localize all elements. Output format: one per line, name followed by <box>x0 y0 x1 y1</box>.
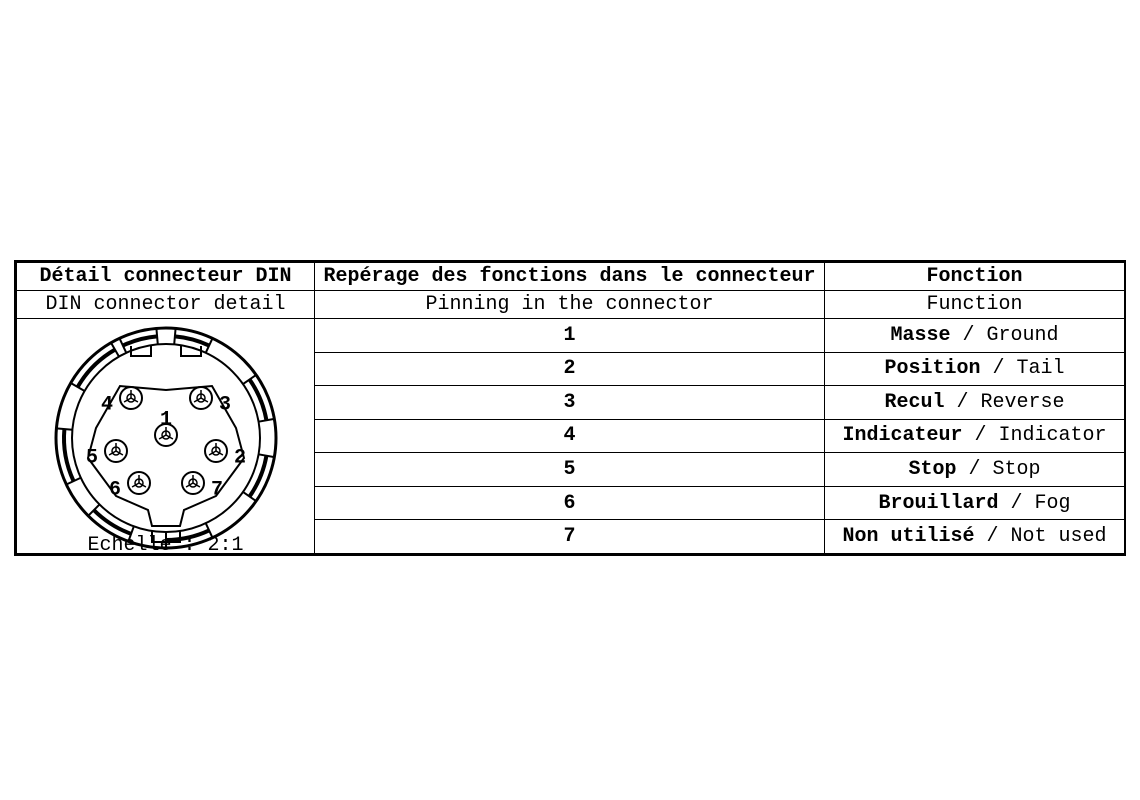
pin-function: Brouillard / Fog <box>825 486 1125 520</box>
pin-function: Non utilisé / Not used <box>825 520 1125 554</box>
din-connector-diagram: 1234567 <box>51 323 281 553</box>
hdr-col2-fr: Repérage des fonctions dans le connecteu… <box>315 263 825 291</box>
pin-number: 1 <box>315 319 825 353</box>
pin-function: Recul / Reverse <box>825 386 1125 420</box>
hdr-col3-fr: Fonction <box>825 263 1125 291</box>
pinout-table-container: Détail connecteur DIN Repérage des fonct… <box>14 260 1126 556</box>
svg-text:3: 3 <box>219 393 231 416</box>
pin-number: 5 <box>315 453 825 487</box>
pin-number: 2 <box>315 352 825 386</box>
svg-text:4: 4 <box>100 393 112 416</box>
pin-number: 3 <box>315 386 825 420</box>
hdr-col3-en: Function <box>825 291 1125 319</box>
pinout-table: Détail connecteur DIN Repérage des fonct… <box>16 262 1125 554</box>
table-row: 1234567Echelle : 2:11Masse / Ground <box>17 319 1125 353</box>
pin-function: Masse / Ground <box>825 319 1125 353</box>
svg-text:1: 1 <box>159 408 171 431</box>
pin-number: 4 <box>315 419 825 453</box>
pin-function: Position / Tail <box>825 352 1125 386</box>
pin-function: Stop / Stop <box>825 453 1125 487</box>
diagram-cell: 1234567Echelle : 2:1 <box>17 319 315 554</box>
scale-label: Echelle : 2:1 <box>17 534 314 557</box>
pin-number: 6 <box>315 486 825 520</box>
header-row-en: DIN connector detail Pinning in the conn… <box>17 291 1125 319</box>
hdr-col1-fr: Détail connecteur DIN <box>17 263 315 291</box>
hdr-col2-en: Pinning in the connector <box>315 291 825 319</box>
pin-function: Indicateur / Indicator <box>825 419 1125 453</box>
header-row-fr: Détail connecteur DIN Repérage des fonct… <box>17 263 1125 291</box>
hdr-col1-en: DIN connector detail <box>17 291 315 319</box>
pin-number: 7 <box>315 520 825 554</box>
